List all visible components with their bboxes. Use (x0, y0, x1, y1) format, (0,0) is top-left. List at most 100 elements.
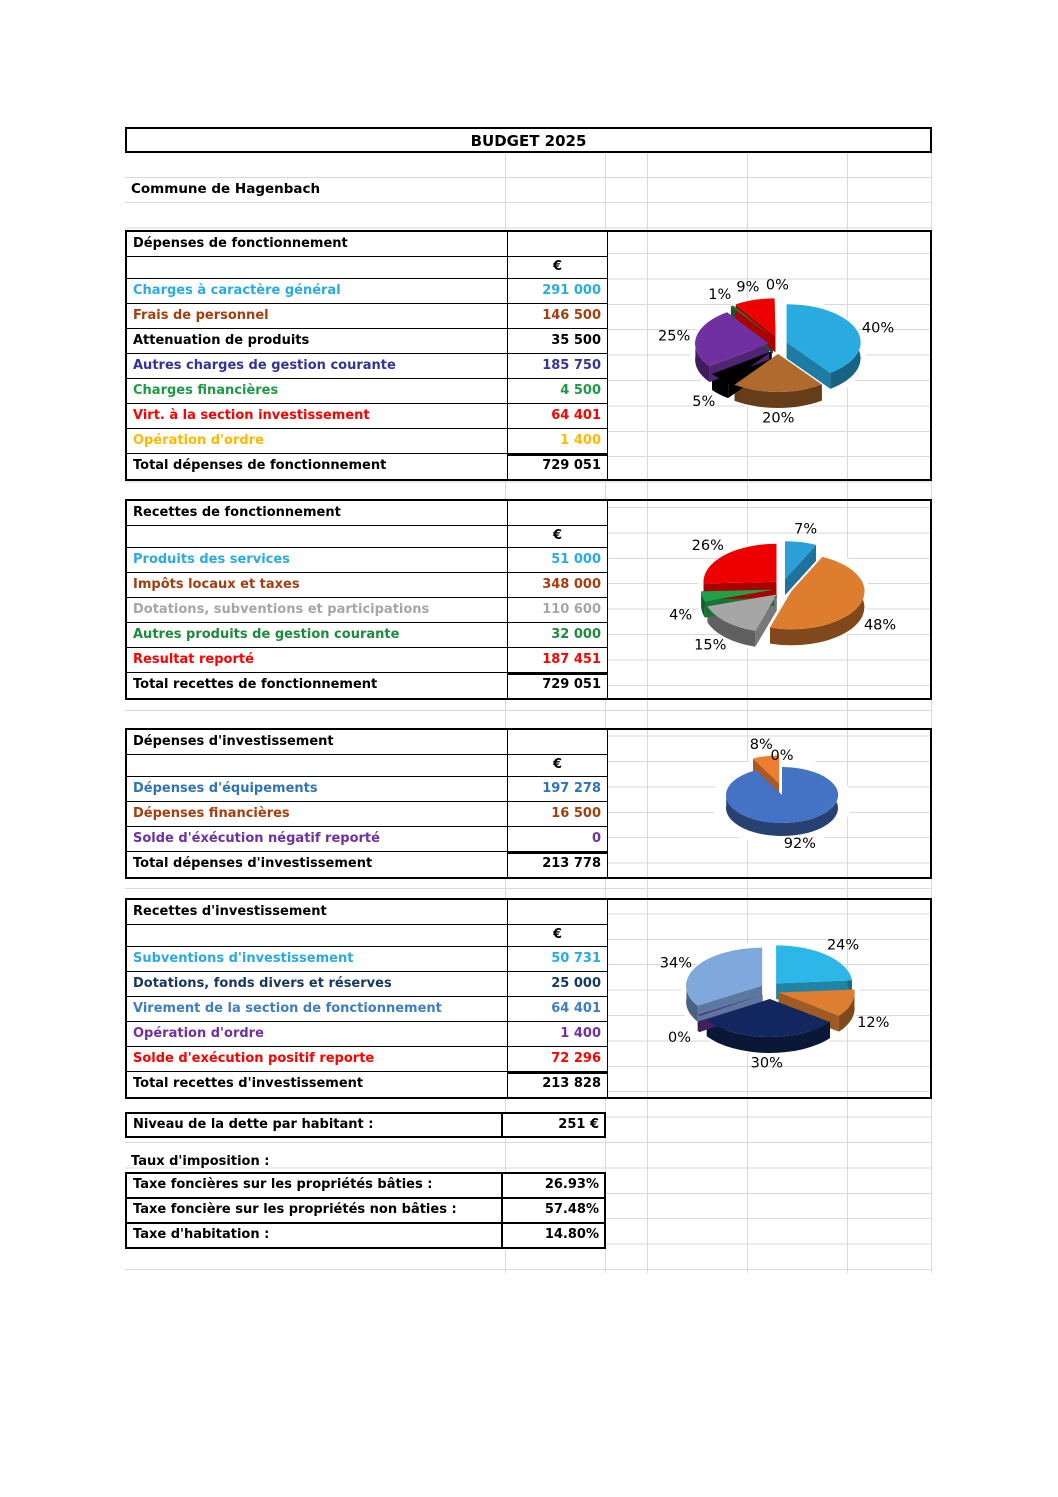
row-value: 0 (508, 827, 608, 851)
pie-slice-wall (701, 591, 705, 618)
pie-percent-label: 7% (794, 522, 817, 538)
pie-slice-1 (770, 556, 865, 630)
pie-slice-4 (686, 947, 763, 1006)
budget-row: Resultat reporté 187 451 (127, 648, 608, 673)
pie-slice-wall (770, 578, 865, 646)
budget-row: Impôts locaux et taxes 348 000 (127, 573, 608, 598)
currency-header-row: € (127, 925, 608, 947)
pie-slice-0 (776, 945, 852, 984)
row-label: Frais de personnel (127, 304, 508, 328)
pie-slice-2 (712, 351, 772, 383)
pie-percent-label: 1% (708, 287, 731, 303)
section-title: Recettes d'investissement (127, 900, 508, 924)
empty-cell (508, 730, 608, 754)
pie-percent-label: 30% (751, 1056, 783, 1072)
document-title-box: BUDGET 2025 (125, 127, 932, 153)
budget-row: Autres produits de gestion courante 32 00… (127, 623, 608, 648)
budget-row: Dotations, fonds divers et réserves 25 00… (127, 972, 608, 997)
tax-row-non-bâties: Taxe foncière sur les propriétés non bât… (125, 1197, 606, 1224)
budget-row: Subventions d'investissement 50 731 (127, 947, 608, 972)
tax-value: 57.48% (544, 1202, 599, 1217)
row-value: 51 000 (508, 548, 608, 572)
section-recettes-fonctionnement: Recettes de fonctionnement € Produits des … (125, 499, 932, 700)
grid-line (605, 127, 606, 1273)
budget-row: Autres charges de gestion courante 185 75… (127, 354, 608, 379)
total-label: Total recettes d'investissement (127, 1072, 508, 1097)
row-value: 50 731 (508, 947, 608, 971)
row-label: Charges à caractère général (127, 279, 508, 303)
row-value: 16 500 (508, 802, 608, 826)
row-value: 197 278 (508, 777, 608, 801)
section-header-row: Dépenses d'investissement (127, 730, 608, 755)
empty-cell (127, 526, 508, 547)
row-label: Dotations, subventions et participations (127, 598, 508, 622)
tax-value: 26.93% (544, 1177, 599, 1192)
tax-label: Taxe d'habitation : (127, 1224, 503, 1247)
row-value: 146 500 (508, 304, 608, 328)
row-label: Autres charges de gestion courante (127, 354, 508, 378)
total-label: Total dépenses d'investissement (127, 852, 508, 877)
row-label: Resultat reporté (127, 648, 508, 672)
pie-slice-wall (695, 340, 710, 383)
tax-label: Taxe foncière sur les propriétés non bât… (127, 1199, 503, 1222)
dette-row: Niveau de la dette par habitant : 251 € (125, 1112, 606, 1138)
row-value: 110 600 (508, 598, 608, 622)
section-depenses-fonctionnement: Dépenses de fonctionnement € Charges à car… (125, 230, 932, 481)
pie-chart-recettes-fonctionnement: 7% 48% 15%4% 26% (669, 522, 896, 654)
row-value: 1 400 (508, 1022, 608, 1046)
section-title: Recettes de fonctionnement (127, 501, 508, 525)
pie-slice-wall (830, 329, 861, 389)
section-title: Dépenses d'investissement (127, 730, 508, 754)
row-value: 64 401 (508, 997, 608, 1021)
pie-slice-5 (735, 298, 776, 337)
pie-slice-1 (778, 989, 855, 1016)
budget-row: Dépenses d'équipements 197 278 (127, 777, 608, 802)
pie-percent-label: 12% (857, 1015, 889, 1031)
section-recettes-investissement: Recettes d'investissement € Subventions d'… (125, 898, 932, 1099)
pie-percent-label: 26% (692, 538, 724, 554)
pie-percent-label: 9% (736, 280, 759, 296)
dette-value: 251 € (558, 1117, 599, 1132)
row-value: 4 500 (508, 379, 608, 403)
pie-percent-label: 0% (668, 1030, 691, 1046)
tax-label: Taxe foncières sur les propriétés bâties… (127, 1174, 503, 1197)
pie-slice-3 (695, 312, 770, 367)
grid-line (747, 127, 748, 1273)
grid-line (505, 127, 506, 1273)
total-label: Total dépenses de fonctionnement (127, 454, 508, 479)
document-title: BUDGET 2025 (470, 132, 587, 150)
pie-slice-side (784, 544, 817, 596)
grid-line (847, 127, 848, 1273)
tax-row-habitation: Taxe d'habitation : 14.80% (125, 1222, 606, 1249)
budget-row: Dotations, subventions et participations… (127, 598, 608, 623)
pie-slice-wall (686, 982, 698, 1022)
empty-cell (127, 925, 508, 946)
total-row: Total dépenses d'investissement 213 778 (127, 852, 608, 877)
total-row: Total dépenses de fonctionnement 729 051 (127, 454, 608, 479)
pie-percent-label: 4% (669, 607, 692, 623)
grid-line (931, 127, 932, 1273)
row-value: 187 451 (508, 648, 608, 672)
taux-imposition-header: Taux d'imposition : (131, 1154, 270, 1169)
row-value: 64 401 (508, 404, 608, 428)
pie-slice-1 (734, 353, 822, 392)
pie-slice-3 (701, 589, 775, 602)
total-row: Total recettes de fonctionnement 729 051 (127, 673, 608, 698)
pie-percent-label: 0% (766, 277, 789, 293)
pie-percent-label: 92% (784, 836, 816, 852)
pie-slice-0 (784, 541, 817, 580)
pie-slice-4 (703, 543, 777, 584)
section-depenses-investissement: Dépenses d'investissement € Dépenses d'équ… (125, 728, 932, 879)
pie-percent-label: 15% (694, 638, 726, 654)
tax-value: 14.80% (544, 1227, 599, 1242)
pie-slice-wall (838, 989, 855, 1032)
total-label: Total recettes de fonctionnement (127, 673, 508, 698)
section-title: Dépenses de fonctionnement (127, 232, 508, 256)
empty-cell (508, 900, 608, 924)
section-header-row: Recettes de fonctionnement (127, 501, 608, 526)
budget-row: Opération d'ordre 1 400 (127, 429, 608, 454)
section-header-row: Recettes d'investissement (127, 900, 608, 925)
pie-percent-label: 24% (827, 937, 859, 953)
row-label: Autres produits de gestion courante (127, 623, 508, 647)
